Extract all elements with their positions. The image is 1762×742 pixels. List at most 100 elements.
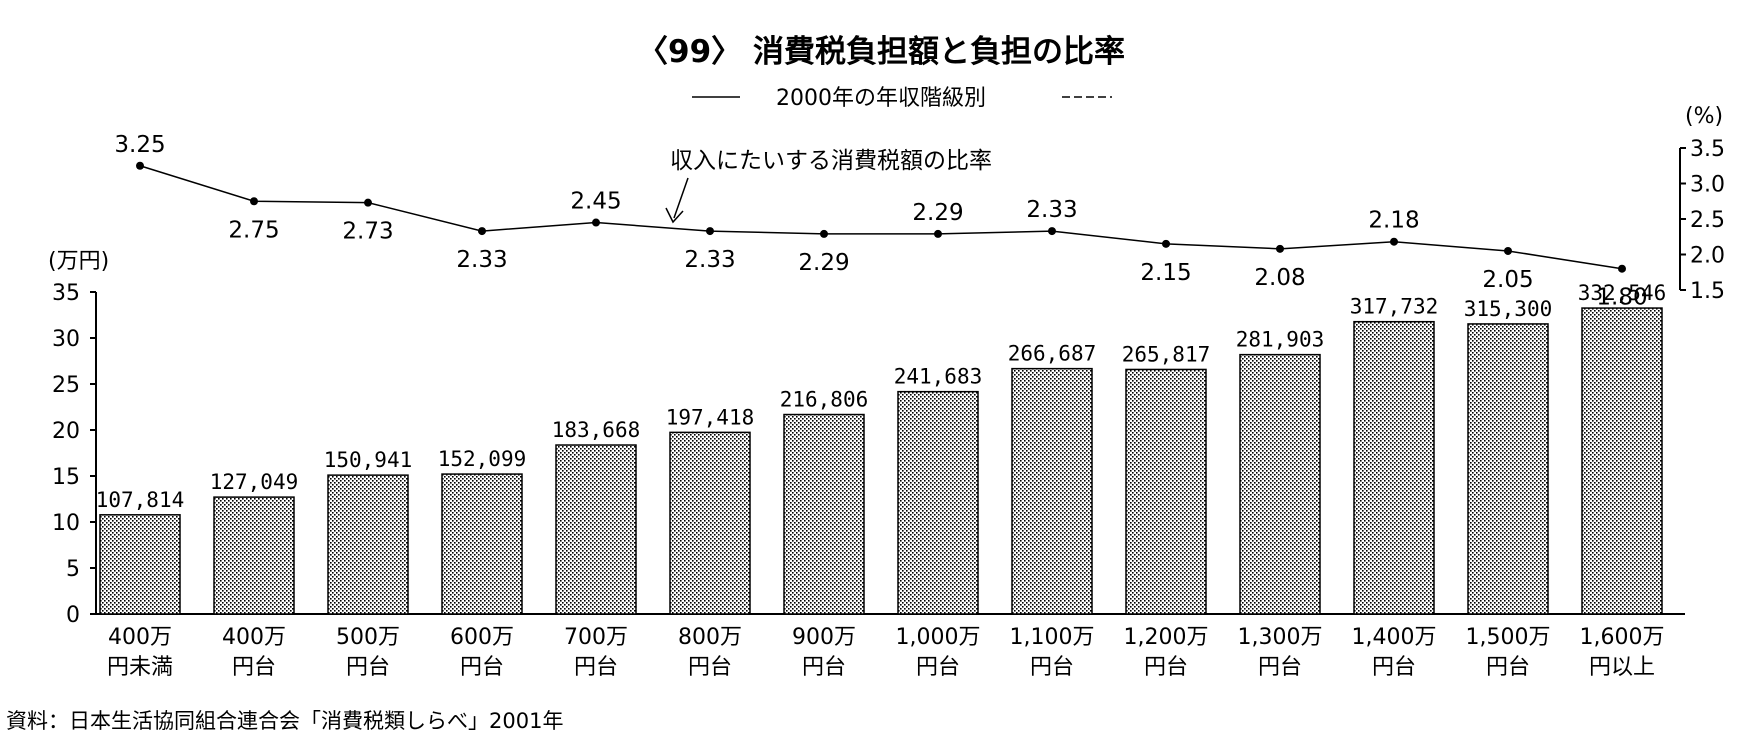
- category-label-line2: 円台: [1030, 655, 1074, 680]
- bar-value-label: 216,806: [780, 388, 869, 412]
- ratio-point: [1390, 237, 1398, 246]
- ratio-point: [136, 161, 144, 170]
- ratio-value-label: 2.75: [228, 217, 279, 243]
- category-label-line1: 600万: [450, 625, 514, 650]
- y2-tick-label: 3.5: [1690, 137, 1725, 162]
- y2-axis-unit-label: (%): [1685, 104, 1723, 129]
- y2-tick-label: 1.5: [1690, 279, 1725, 304]
- bar-value-labels: 107,814 127,049 150,941 152,099 183,668 197,4…: [96, 281, 1667, 512]
- ratio-value-label: 2.33: [684, 247, 735, 273]
- bar: [1011, 367, 1093, 615]
- ratio-value-label: 2.18: [1368, 208, 1419, 234]
- bar-value-label: 107,814: [96, 488, 185, 512]
- bars: [99, 307, 1663, 615]
- ratio-value-label: 2.29: [912, 200, 963, 226]
- ratio-value-label: 2.45: [570, 189, 621, 215]
- bar-value-label: 315,300: [1464, 297, 1553, 321]
- bar-value-label: 183,668: [552, 418, 641, 442]
- category-label-line1: 500万: [336, 625, 400, 650]
- bar: [1353, 320, 1435, 615]
- ratio-point: [934, 229, 942, 238]
- category-label-line2: 円台: [346, 655, 390, 680]
- bar-value-label: 241,683: [894, 365, 983, 389]
- y2-axis-ticks: 1.5 2.0 2.5 3.0 3.5: [1680, 137, 1725, 304]
- ratio-point: [478, 227, 486, 236]
- category-label-line1: 1,000万: [896, 625, 981, 650]
- bar: [1467, 323, 1549, 615]
- bar: [555, 444, 637, 615]
- line-annotation-arrow: [665, 177, 689, 224]
- y2-tick-label: 3.0: [1690, 173, 1725, 198]
- bar: [1125, 368, 1207, 615]
- bar: [1239, 353, 1321, 615]
- y2-tick-label: 2.0: [1690, 244, 1725, 269]
- bar: [99, 514, 181, 615]
- ratio-point: [1048, 227, 1056, 236]
- ratio-polyline: [139, 165, 1623, 270]
- category-label-line2: 円台: [1372, 655, 1416, 680]
- bar-value-label: 197,418: [666, 405, 755, 429]
- category-label-line2: 円台: [688, 655, 732, 680]
- category-label-line1: 1,500万: [1466, 625, 1551, 650]
- ratio-point: [592, 218, 600, 227]
- ratio-point: [820, 229, 828, 238]
- y-tick-label: 35: [52, 281, 80, 306]
- bar-value-label: 281,903: [1236, 328, 1325, 352]
- chart-title: 〈99〉 消費税負担額と負担の比率: [637, 34, 1125, 70]
- ratio-point: [250, 197, 258, 206]
- bar: [327, 474, 409, 615]
- ratio-value-label: 3.25: [114, 132, 165, 158]
- category-label-line2: 円台: [916, 655, 960, 680]
- ratio-point: [364, 198, 372, 207]
- category-label-line2: 円台: [460, 655, 504, 680]
- bar: [441, 473, 523, 615]
- bar: [783, 413, 865, 615]
- y-axis-unit-label: (万円): [48, 249, 109, 274]
- bar-value-label: 150,941: [324, 448, 413, 472]
- category-label-line2: 円以上: [1589, 655, 1655, 680]
- bar: [213, 496, 295, 615]
- ratio-point: [1162, 239, 1170, 248]
- ratio-value-labels: 3.25 2.75 2.73 2.33 2.45 2.33 2.29 2.29 2.33 2.15…: [114, 132, 1647, 311]
- y-tick-label: 5: [66, 557, 80, 582]
- category-label-line2: 円台: [1258, 655, 1302, 680]
- category-label-line2: 円台: [1486, 655, 1530, 680]
- y2-tick-label: 2.5: [1690, 208, 1725, 233]
- y-tick-label: 15: [52, 465, 80, 490]
- category-label-line1: 900万: [792, 625, 856, 650]
- y-tick-label: 30: [52, 327, 80, 352]
- category-label-line1: 400万: [108, 625, 172, 650]
- ratio-value-label: 2.15: [1140, 260, 1191, 286]
- bar-value-label: 332,546: [1578, 281, 1667, 305]
- ratio-value-label: 2.73: [342, 219, 393, 245]
- category-label-line2: 円台: [232, 655, 276, 680]
- ratio-value-label: 2.33: [456, 247, 507, 273]
- ratio-value-label: 2.33: [1026, 197, 1077, 223]
- bar: [669, 431, 751, 615]
- ratio-value-label: 2.05: [1482, 267, 1533, 293]
- bar-value-label: 266,687: [1008, 342, 1097, 366]
- y-tick-label: 10: [52, 511, 80, 536]
- bar: [897, 390, 979, 615]
- category-label-line2: 円未満: [107, 655, 173, 680]
- y-tick-label: 20: [52, 419, 80, 444]
- ratio-point: [706, 227, 714, 236]
- category-label-line1: 1,100万: [1010, 625, 1095, 650]
- category-label-line2: 円台: [1144, 655, 1188, 680]
- source-note: 資料：日本生活協同組合連合会「消費税類しらべ」2001年: [6, 709, 563, 733]
- bar-value-label: 317,732: [1350, 295, 1439, 319]
- ratio-point: [1504, 246, 1512, 255]
- y-tick-label: 0: [66, 603, 80, 628]
- category-label-line1: 800万: [678, 625, 742, 650]
- chart-subtitle: 2000年の年収階級別: [776, 86, 986, 111]
- ratio-point: [1618, 264, 1626, 273]
- ratio-value-label: 1.80: [1596, 285, 1647, 311]
- bar-value-label: 152,099: [438, 447, 527, 471]
- chart-subtitle-group: 2000年の年収階級別: [692, 86, 1112, 111]
- category-label-line1: 1,400万: [1352, 625, 1437, 650]
- bar: [1581, 307, 1663, 615]
- ratio-value-label: 2.29: [798, 250, 849, 276]
- y-axis-ticks: 0 5 10 15 20 25 30 35: [52, 281, 96, 628]
